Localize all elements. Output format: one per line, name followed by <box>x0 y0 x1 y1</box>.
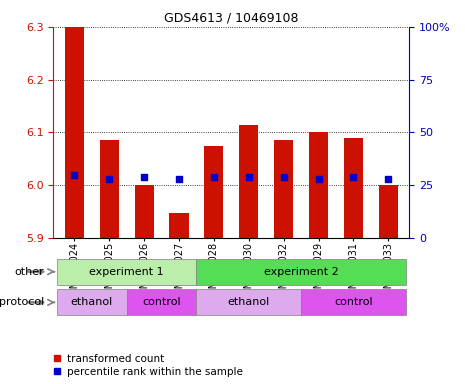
Text: experiment 2: experiment 2 <box>264 266 339 277</box>
Point <box>385 176 392 182</box>
Bar <box>379 185 398 238</box>
Text: ethanol: ethanol <box>228 297 270 308</box>
Point <box>71 172 78 178</box>
Legend: transformed count, percentile rank within the sample: transformed count, percentile rank withi… <box>52 354 243 377</box>
Title: GDS4613 / 10469108: GDS4613 / 10469108 <box>164 11 299 24</box>
Point <box>245 174 252 180</box>
Text: protocol: protocol <box>0 297 44 308</box>
Bar <box>309 132 328 238</box>
Bar <box>126 290 196 315</box>
Point <box>210 174 218 180</box>
Point <box>175 176 183 182</box>
Bar <box>301 290 405 315</box>
Bar <box>239 124 259 238</box>
Point <box>350 174 357 180</box>
Point <box>140 174 148 180</box>
Text: experiment 1: experiment 1 <box>89 266 164 277</box>
Point <box>315 176 322 182</box>
Text: control: control <box>142 297 181 308</box>
Bar <box>169 213 189 238</box>
Bar <box>196 259 405 285</box>
Text: ethanol: ethanol <box>71 297 113 308</box>
Bar <box>100 141 119 238</box>
Bar <box>65 27 84 238</box>
Bar <box>134 185 154 238</box>
Point <box>106 176 113 182</box>
Bar <box>57 259 196 285</box>
Bar <box>196 290 301 315</box>
Bar <box>57 290 126 315</box>
Bar <box>344 138 363 238</box>
Point <box>280 174 287 180</box>
Bar <box>274 141 293 238</box>
Bar <box>204 146 224 238</box>
Text: other: other <box>14 266 44 277</box>
Text: control: control <box>334 297 373 308</box>
